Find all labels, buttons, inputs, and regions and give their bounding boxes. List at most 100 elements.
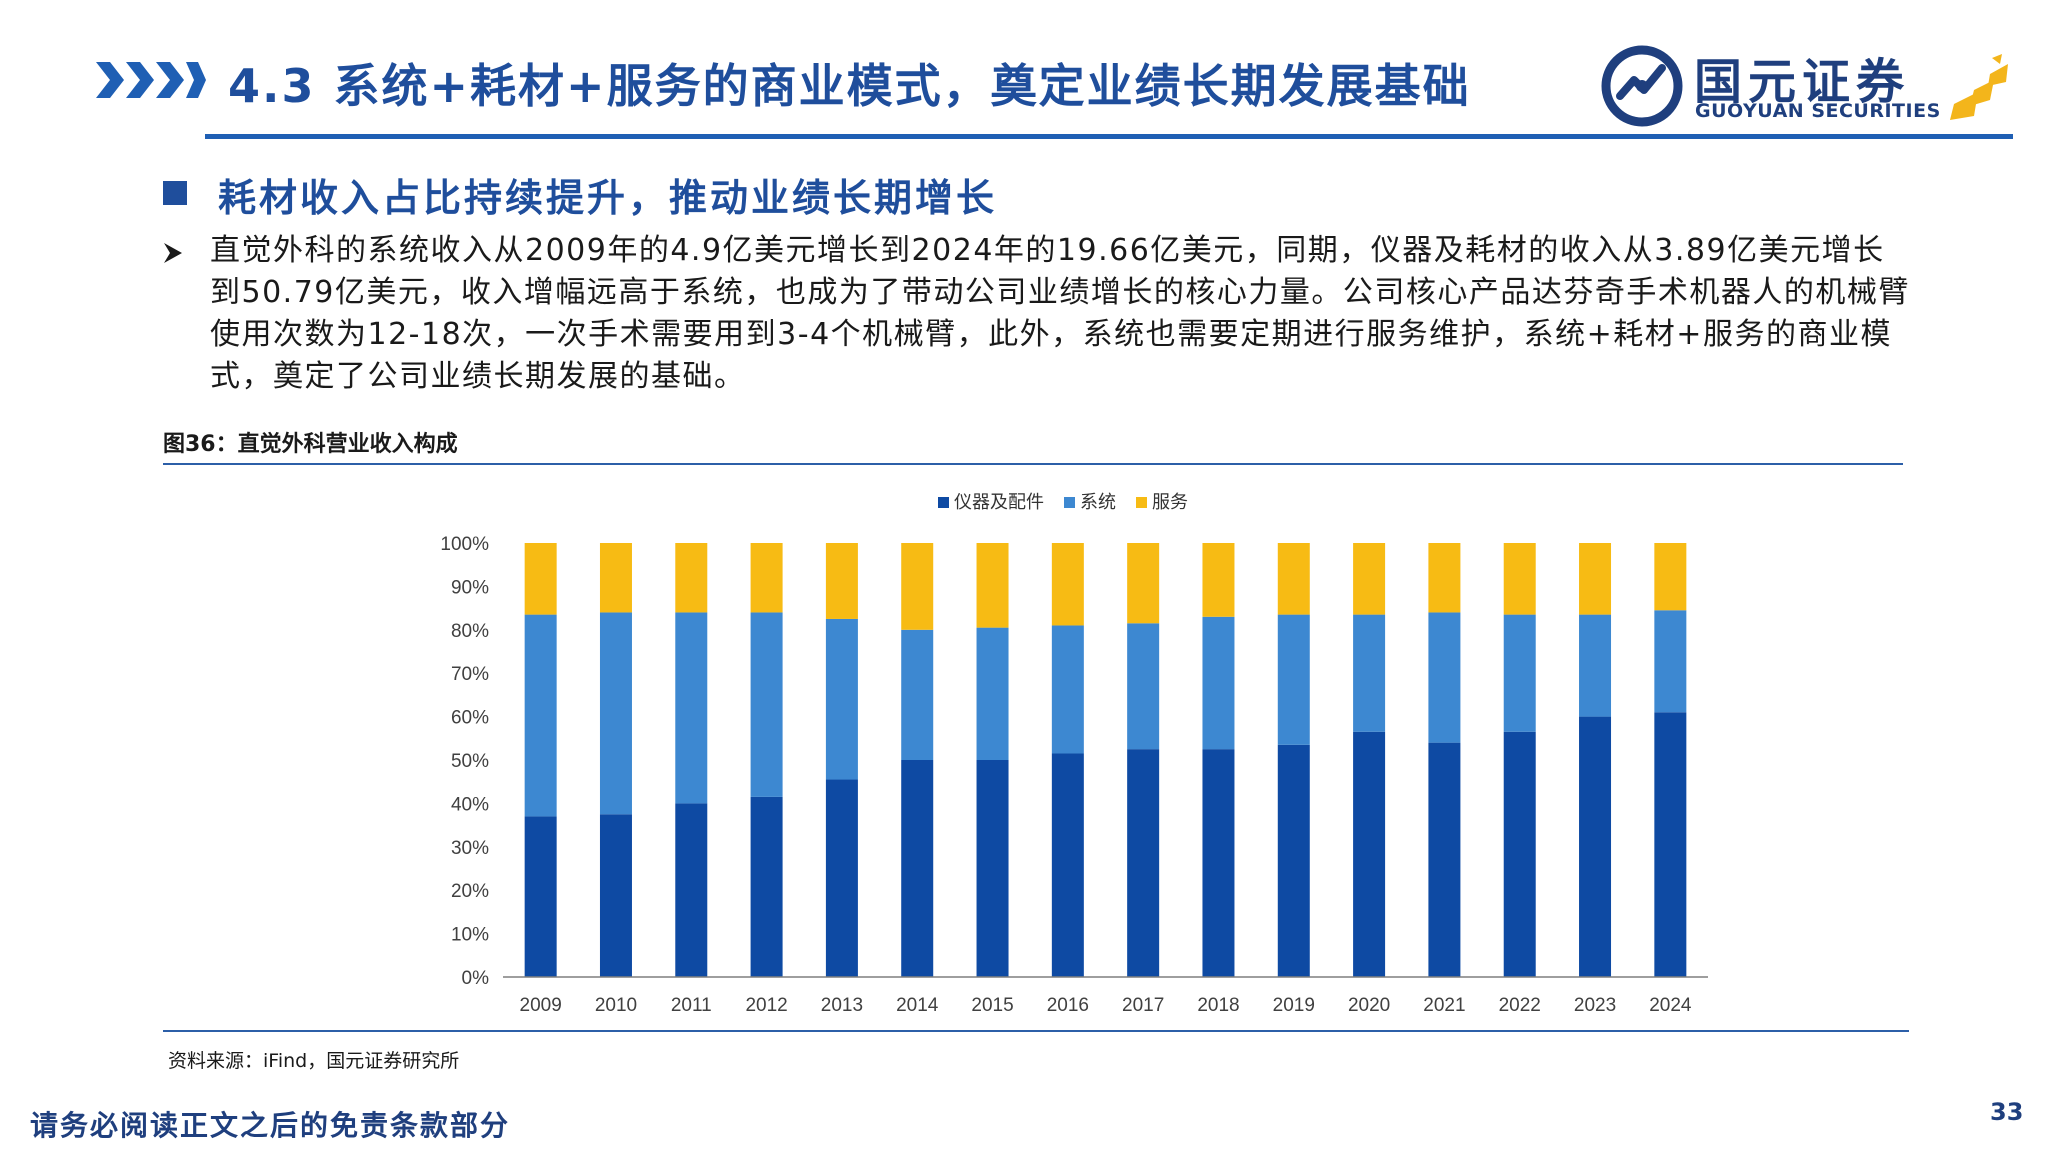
logo-name-cn: 国元证券 xyxy=(1694,54,1911,110)
bar-segment xyxy=(901,629,934,760)
y-tick-label: 80% xyxy=(451,621,489,642)
stacked-bar-chart: 仪器及配件 系统 服务 0% 10% 20% 30% 40% 50% 60% 70% 80% 90% 10… xyxy=(440,492,1708,1016)
bar-segment xyxy=(1277,543,1310,615)
bar-segment xyxy=(1127,623,1160,750)
x-tick-label: 2021 xyxy=(1423,995,1465,1016)
figure-title: 图36：直觉外科营业收入构成 xyxy=(163,432,458,457)
y-tick-label: 10% xyxy=(451,925,489,946)
bar-segment xyxy=(1353,731,1386,977)
title-divider xyxy=(205,134,2013,139)
company-logo: 国元证券 GUOYUAN SECURITIES xyxy=(1598,40,2018,130)
bar-segment xyxy=(599,814,632,977)
bar-segment xyxy=(1127,749,1160,977)
y-tick-label: 30% xyxy=(451,838,489,859)
disclaimer-text: 请务必阅读正文之后的免责条款部分 xyxy=(30,1109,511,1142)
figure-divider xyxy=(163,463,1903,465)
title-chevrons-icon xyxy=(96,62,206,98)
x-tick-label: 2020 xyxy=(1348,995,1390,1016)
legend-swatch xyxy=(1136,497,1147,508)
subtitle-square-icon xyxy=(163,181,187,205)
bar-segment xyxy=(675,803,708,977)
x-tick-label: 2017 xyxy=(1122,995,1164,1016)
bar-segment xyxy=(976,760,1009,977)
bar-segment xyxy=(1051,543,1084,626)
bar-segment xyxy=(750,796,783,977)
bar-segment xyxy=(1503,543,1536,615)
y-tick-label: 70% xyxy=(451,664,489,685)
legend-label: 系统 xyxy=(1080,492,1116,513)
bar-segment xyxy=(825,618,858,780)
y-tick-label: 20% xyxy=(451,881,489,902)
bar-segment xyxy=(524,543,557,615)
bar-segment xyxy=(1503,731,1536,977)
x-tick-label: 2022 xyxy=(1499,995,1541,1016)
bar-segment xyxy=(1654,610,1687,713)
bar-segment xyxy=(1579,543,1612,615)
logo-emblem-icon xyxy=(1601,45,1683,127)
bar-segment xyxy=(1428,742,1461,977)
x-tick-label: 2014 xyxy=(896,995,939,1016)
bar-segment xyxy=(1202,749,1235,977)
source-divider xyxy=(163,1030,1909,1032)
x-tick-label: 2024 xyxy=(1649,995,1692,1016)
x-tick-label: 2023 xyxy=(1574,995,1616,1016)
bar-segment xyxy=(976,627,1009,760)
bar-segment xyxy=(524,816,557,977)
x-tick-label: 2015 xyxy=(971,995,1013,1016)
bar-segment xyxy=(675,543,708,613)
y-tick-label: 40% xyxy=(451,794,489,815)
logo-gold-mark-icon xyxy=(1950,54,2008,120)
y-tick-label: 90% xyxy=(451,577,489,598)
bar-segment xyxy=(901,760,934,977)
body-paragraph: 直觉外科的系统收入从2009年的4.9亿美元增长到2024年的19.66亿美元，… xyxy=(210,233,1910,394)
bar-segment xyxy=(1353,543,1386,615)
bar-segment xyxy=(825,779,858,977)
bar-segment xyxy=(599,543,632,613)
y-tick-label: 60% xyxy=(451,708,489,729)
bar-segment xyxy=(825,543,858,619)
bar-segment xyxy=(1428,543,1461,613)
x-tick-label: 2012 xyxy=(745,995,787,1016)
bar-segment xyxy=(750,543,783,613)
bar-segment xyxy=(901,543,934,630)
bullet-arrow-icon xyxy=(164,243,182,263)
bar-segment xyxy=(976,543,1009,628)
bar-segment xyxy=(675,612,708,804)
bar-segment xyxy=(1503,614,1536,732)
bar-segment xyxy=(1428,612,1461,743)
legend-swatch xyxy=(938,497,949,508)
bar-segment xyxy=(1579,614,1612,717)
x-tick-label: 2013 xyxy=(821,995,863,1016)
bar-segment xyxy=(1353,614,1386,732)
x-tick-label: 2011 xyxy=(671,995,712,1016)
x-tick-label: 2010 xyxy=(595,995,637,1016)
bar-segment xyxy=(1127,543,1160,624)
bar-segment xyxy=(1051,625,1084,754)
x-tick-label: 2019 xyxy=(1273,995,1315,1016)
page-number: 33 xyxy=(1990,1098,2024,1126)
x-tick-label: 2009 xyxy=(520,995,562,1016)
bar-segment xyxy=(1277,614,1310,745)
y-tick-label: 0% xyxy=(462,968,490,989)
legend-label: 仪器及配件 xyxy=(954,492,1044,513)
bar-segment xyxy=(524,614,557,817)
y-tick-label: 100% xyxy=(440,534,489,555)
logo-name-en: GUOYUAN SECURITIES xyxy=(1695,100,1941,122)
legend-label: 服务 xyxy=(1152,492,1188,513)
bar-segment xyxy=(1202,616,1235,750)
bar-segment xyxy=(1654,712,1687,977)
bar-segment xyxy=(1579,716,1612,977)
x-tick-label: 2018 xyxy=(1197,995,1239,1016)
bar-segment xyxy=(750,612,783,797)
figure-source: 资料来源：iFind，国元证券研究所 xyxy=(168,1050,460,1072)
bar-segment xyxy=(1051,753,1084,977)
page-title: 4.3 系统+耗材+服务的商业模式，奠定业绩长期发展基础 xyxy=(228,59,1471,113)
legend-swatch xyxy=(1064,497,1075,508)
bar-segment xyxy=(599,612,632,815)
bar-segment xyxy=(1654,543,1687,611)
bar-segment xyxy=(1202,543,1235,617)
bar-segment xyxy=(1277,744,1310,977)
y-tick-label: 50% xyxy=(451,751,489,772)
section-subtitle: 耗材收入占比持续提升，推动业绩长期增长 xyxy=(218,176,998,220)
x-tick-label: 2016 xyxy=(1047,995,1089,1016)
